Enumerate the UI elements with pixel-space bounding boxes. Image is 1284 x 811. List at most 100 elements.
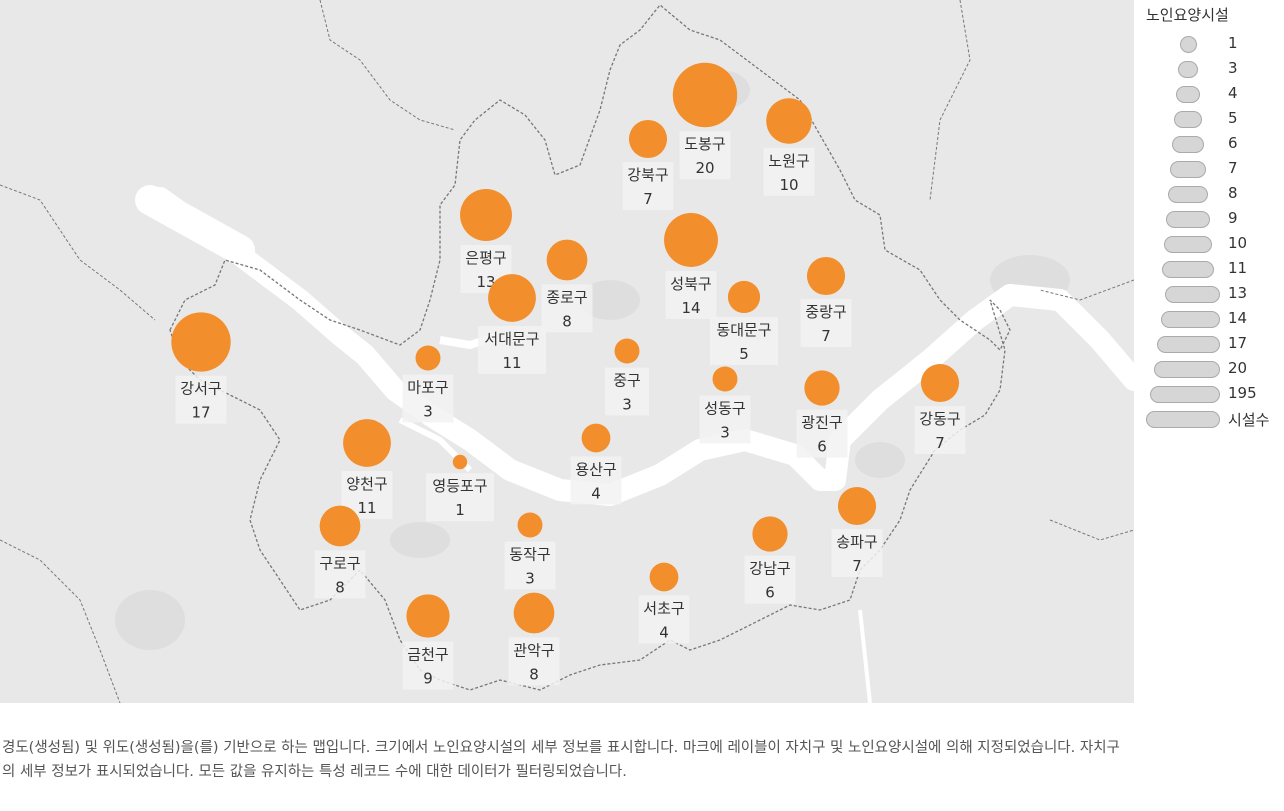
district-mark[interactable]: 서대문구 11 bbox=[478, 274, 546, 374]
label-background bbox=[638, 595, 690, 644]
label-background bbox=[175, 375, 227, 424]
legend-item: 7 bbox=[1142, 158, 1284, 183]
district-bubble[interactable] bbox=[920, 363, 960, 403]
district-bubble[interactable] bbox=[517, 512, 543, 538]
district-bubble[interactable] bbox=[488, 274, 536, 322]
district-bubble[interactable] bbox=[837, 486, 877, 526]
outer-boundary bbox=[0, 0, 1134, 703]
district-mark[interactable]: 성북구 14 bbox=[664, 213, 718, 319]
district-bubble[interactable] bbox=[460, 189, 512, 241]
district-name-label: 도봉구 bbox=[684, 135, 725, 153]
label-background bbox=[831, 529, 883, 578]
district-mark[interactable]: 도봉구 20 bbox=[672, 62, 738, 180]
district-name-label: 양천구 bbox=[346, 475, 387, 493]
district-bubble[interactable] bbox=[581, 423, 611, 453]
label-background bbox=[699, 395, 751, 444]
facility-count-label: 3 bbox=[423, 402, 433, 420]
legend-size-swatch bbox=[1168, 186, 1208, 203]
district-mark[interactable]: 관악구 8 bbox=[508, 592, 560, 686]
district-bubble[interactable] bbox=[415, 345, 441, 371]
label-background bbox=[914, 406, 966, 455]
district-bubble[interactable] bbox=[806, 256, 846, 296]
facility-count-label: 11 bbox=[502, 354, 521, 372]
han-river bbox=[135, 185, 1134, 703]
district-bubble[interactable] bbox=[752, 516, 788, 552]
district-bubble[interactable] bbox=[766, 98, 812, 144]
label-background bbox=[570, 456, 622, 505]
district-mark[interactable]: 송파구 7 bbox=[831, 486, 883, 578]
label-background bbox=[478, 325, 546, 374]
district-bubble[interactable] bbox=[452, 454, 468, 470]
district-mark[interactable]: 광진구 6 bbox=[796, 370, 848, 458]
legend-item-label: 17 bbox=[1228, 334, 1248, 352]
legend-item-label: 13 bbox=[1228, 284, 1248, 302]
facility-count-label: 6 bbox=[817, 438, 827, 456]
district-mark[interactable]: 중랑구 7 bbox=[800, 256, 852, 348]
facility-count-label: 8 bbox=[529, 665, 539, 683]
district-mark[interactable]: 동대문구 5 bbox=[710, 280, 778, 366]
district-bubble[interactable] bbox=[319, 505, 361, 547]
legend-item: 3 bbox=[1142, 58, 1284, 83]
district-mark[interactable]: 용산구 4 bbox=[570, 423, 622, 505]
district-bubble[interactable] bbox=[171, 312, 231, 372]
label-background bbox=[622, 162, 674, 211]
district-mark[interactable]: 서초구 4 bbox=[638, 562, 690, 644]
legend-size-swatch bbox=[1162, 261, 1214, 278]
legend-item: 8 bbox=[1142, 183, 1284, 208]
district-mark[interactable]: 종로구 8 bbox=[541, 239, 593, 333]
district-bubble[interactable] bbox=[712, 366, 738, 392]
district-mark[interactable]: 은평구 13 bbox=[460, 189, 512, 293]
legend-item-label: 14 bbox=[1228, 309, 1248, 327]
size-legend: 노인요양시설 1 3 4 5 6 7 8 9 10 11 13 14 17 20 195 시설수 bbox=[1142, 4, 1284, 433]
district-mark[interactable]: 양천구 11 bbox=[341, 419, 393, 519]
district-mark[interactable]: 마포구 3 bbox=[402, 345, 454, 423]
district-mark[interactable]: 구로구 8 bbox=[314, 505, 366, 599]
district-mark[interactable]: 노원구 10 bbox=[763, 98, 815, 196]
district-mark[interactable]: 강남구 6 bbox=[744, 516, 796, 604]
district-mark[interactable]: 금천구 9 bbox=[402, 594, 454, 690]
district-bubble[interactable] bbox=[649, 562, 679, 592]
facility-count-label: 3 bbox=[525, 569, 535, 587]
label-background bbox=[800, 299, 852, 348]
facility-count-label: 7 bbox=[935, 434, 945, 452]
district-mark[interactable]: 동작구 3 bbox=[504, 512, 556, 590]
district-bubble[interactable] bbox=[804, 370, 840, 406]
district-bubble[interactable] bbox=[546, 239, 588, 281]
label-background bbox=[508, 637, 560, 686]
district-name-label: 송파구 bbox=[836, 533, 877, 551]
legend-item: 6 bbox=[1142, 133, 1284, 158]
legend-size-swatch bbox=[1153, 361, 1220, 378]
district-bubble[interactable] bbox=[614, 338, 640, 364]
district-mark[interactable]: 성동구 3 bbox=[699, 366, 751, 444]
district-bubble[interactable] bbox=[727, 280, 761, 314]
facility-count-label: 4 bbox=[659, 623, 669, 641]
district-name-label: 은평구 bbox=[465, 249, 506, 267]
district-name-label: 강북구 bbox=[627, 166, 668, 184]
district-name-label: 성북구 bbox=[670, 275, 711, 293]
legend-item: 4 bbox=[1142, 83, 1284, 108]
district-mark[interactable]: 영등포구 1 bbox=[426, 454, 494, 522]
district-mark[interactable]: 강동구 7 bbox=[914, 363, 966, 455]
district-bubble[interactable] bbox=[513, 592, 555, 634]
district-bubble[interactable] bbox=[664, 213, 718, 267]
legend-item-label: 시설수 bbox=[1228, 411, 1270, 429]
district-mark[interactable]: 강서구 17 bbox=[171, 312, 231, 424]
label-background bbox=[402, 374, 454, 423]
legend-size-swatch bbox=[1161, 311, 1220, 328]
district-name-label: 구로구 bbox=[319, 554, 360, 572]
label-background bbox=[605, 367, 649, 416]
district-name-label: 성동구 bbox=[704, 399, 745, 417]
district-bubble[interactable] bbox=[628, 119, 668, 159]
legend-item: 20 bbox=[1142, 358, 1284, 383]
label-background bbox=[710, 317, 778, 366]
district-mark[interactable]: 중구 3 bbox=[605, 338, 649, 416]
legend-size-swatch bbox=[1165, 286, 1220, 303]
legend-item-label: 20 bbox=[1228, 359, 1248, 377]
district-bubble[interactable] bbox=[672, 62, 738, 128]
district-mark[interactable]: 강북구 7 bbox=[622, 119, 674, 211]
district-bubble[interactable] bbox=[343, 419, 391, 467]
facility-count-label: 8 bbox=[335, 578, 345, 596]
district-bubble[interactable] bbox=[406, 594, 450, 638]
legend-size-swatch bbox=[1157, 336, 1220, 353]
